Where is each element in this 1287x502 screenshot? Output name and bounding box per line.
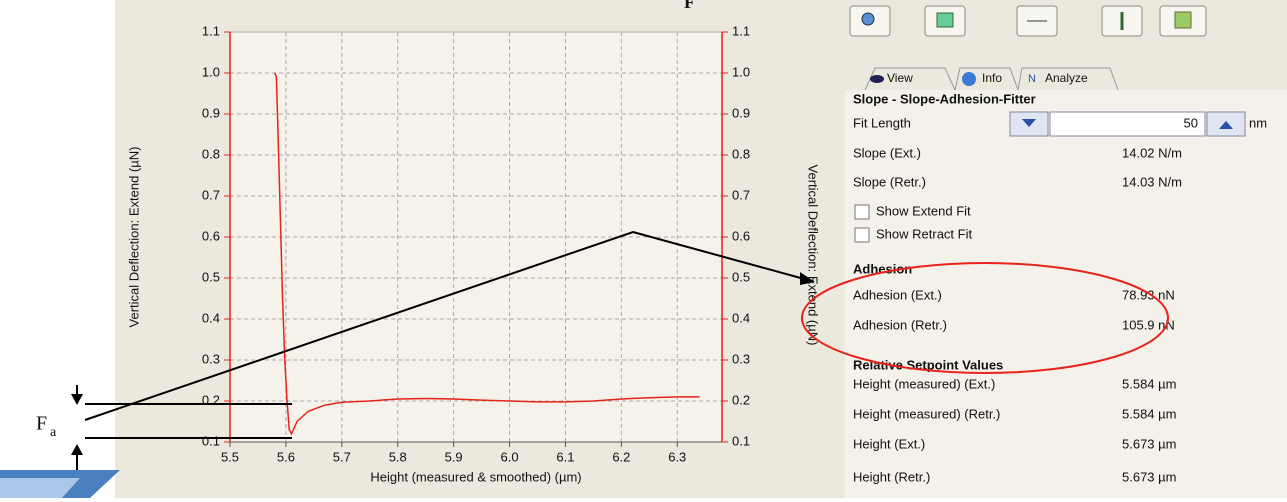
tab-icon: N [1028,73,1036,85]
checkbox-label[interactable]: Show Extend Fit [876,203,971,218]
section-title: Slope - Slope-Adhesion-Fitter [853,91,1036,106]
field-value: 14.02 N/m [1122,145,1182,160]
y-tick-label: 0.7 [202,187,220,202]
field-value: 5.673 µm [1122,436,1176,451]
checkbox[interactable] [855,205,869,219]
screen: View Info Analyze N Slope - Slope-Adhesi… [0,0,1287,498]
icon [937,13,953,27]
x-tick-label: 6.2 [612,449,630,464]
y-tick-label: 0.4 [202,310,220,325]
icon [862,13,874,25]
y-tick-label: 1.1 [202,23,220,38]
icon [1175,12,1191,28]
y-axis-label: Vertical Deflection: Extend (µN) [126,147,141,328]
y2-tick-label: 0.6 [732,228,750,243]
x-tick-label: 5.8 [389,449,407,464]
y-tick-label: 0.2 [202,392,220,407]
y2-tick-label: 0.4 [732,310,750,325]
field-label: Height (Retr.) [853,469,930,484]
field-value: 5.673 µm [1122,469,1176,484]
y-tick-label: 0.1 [202,433,220,448]
field-label: Height (measured) (Ext.) [853,376,995,391]
y2-tick-label: 0.8 [732,146,750,161]
x-tick-label: 5.7 [333,449,351,464]
x-tick-label: 6.1 [556,449,574,464]
fit-length-input[interactable] [1050,112,1205,136]
y2-tick-label: 0.5 [732,269,750,284]
y-tick-label: 0.5 [202,269,220,284]
x-axis-label: Height (measured & smoothed) (µm) [370,469,581,484]
tab-icon [962,72,976,86]
x-tick-label: 6.3 [668,449,686,464]
field-label: Fit Length [853,115,911,130]
y-tick-label: 0.3 [202,351,220,366]
chart-title: F [684,0,695,12]
x-tick-label: 6.0 [501,449,519,464]
y2-tick-label: 0.9 [732,105,750,120]
field-label: Slope (Ext.) [853,145,921,160]
field-label: Height (Ext.) [853,436,925,451]
field-label: Slope (Retr.) [853,174,926,189]
y-tick-label: 0.8 [202,146,220,161]
annotation-label: F [36,413,47,435]
field-value: 5.584 µm [1122,406,1176,421]
field-label: Adhesion (Ext.) [853,287,942,302]
y2-tick-label: 1.1 [732,23,750,38]
input-value: 50 [1184,115,1198,130]
y2-tick-label: 1.0 [732,64,750,79]
page: View Info Analyze N Slope - Slope-Adhesi… [0,0,1287,502]
tab[interactable]: Analyze [1045,71,1088,85]
tab[interactable]: Info [982,71,1002,85]
y2-axis-label: Vertical Deflection: Extend (µN) [806,165,821,346]
tab-icon [870,75,884,83]
x-tick-label: 5.5 [221,449,239,464]
unit: nm [1249,115,1267,130]
annotation-subscript: a [50,425,57,440]
x-tick-label: 5.6 [277,449,295,464]
y2-tick-label: 0.2 [732,392,750,407]
checkbox[interactable] [855,228,869,242]
x-tick-label: 5.9 [445,449,463,464]
y2-tick-label: 0.3 [732,351,750,366]
field-label: Adhesion (Retr.) [853,317,947,332]
y2-tick-label: 0.1 [732,433,750,448]
y-tick-label: 0.6 [202,228,220,243]
y-tick-label: 0.9 [202,105,220,120]
y2-tick-label: 0.7 [732,187,750,202]
field-label: Height (measured) (Retr.) [853,406,1000,421]
field-value: 78.93 nN [1122,287,1175,302]
y-tick-label: 1.0 [202,64,220,79]
field-value: 14.03 N/m [1122,174,1182,189]
checkbox-label[interactable]: Show Retract Fit [876,226,972,241]
field-value: 5.584 µm [1122,376,1176,391]
tab[interactable]: View [887,71,913,85]
